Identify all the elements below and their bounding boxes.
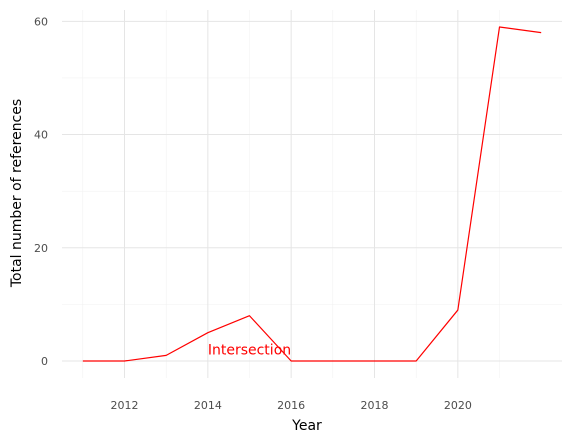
y-axis-title: Total number of references — [9, 99, 25, 288]
x-axis-title: Year — [291, 418, 322, 434]
x-axis-ticks: 2012 2014 2016 2018 2020 — [111, 399, 472, 412]
y-tick-label: 20 — [34, 242, 48, 255]
x-tick-label: 2012 — [111, 399, 139, 412]
x-tick-label: 2020 — [444, 399, 472, 412]
series-layer — [82, 26, 542, 362]
y-tick-label: 60 — [34, 15, 48, 28]
x-tick-label: 2014 — [194, 399, 222, 412]
minor-grid — [62, 10, 562, 378]
annotation-layer: Intersection — [208, 343, 291, 359]
x-tick-label: 2016 — [277, 399, 305, 412]
chart-annotation: Intersection — [208, 343, 291, 359]
series-line — [82, 26, 542, 362]
y-tick-label: 0 — [41, 355, 48, 368]
y-axis-ticks: 0 20 40 60 — [34, 15, 48, 368]
y-tick-label: 40 — [34, 129, 48, 142]
x-tick-label: 2018 — [361, 399, 389, 412]
major-grid — [62, 10, 562, 378]
